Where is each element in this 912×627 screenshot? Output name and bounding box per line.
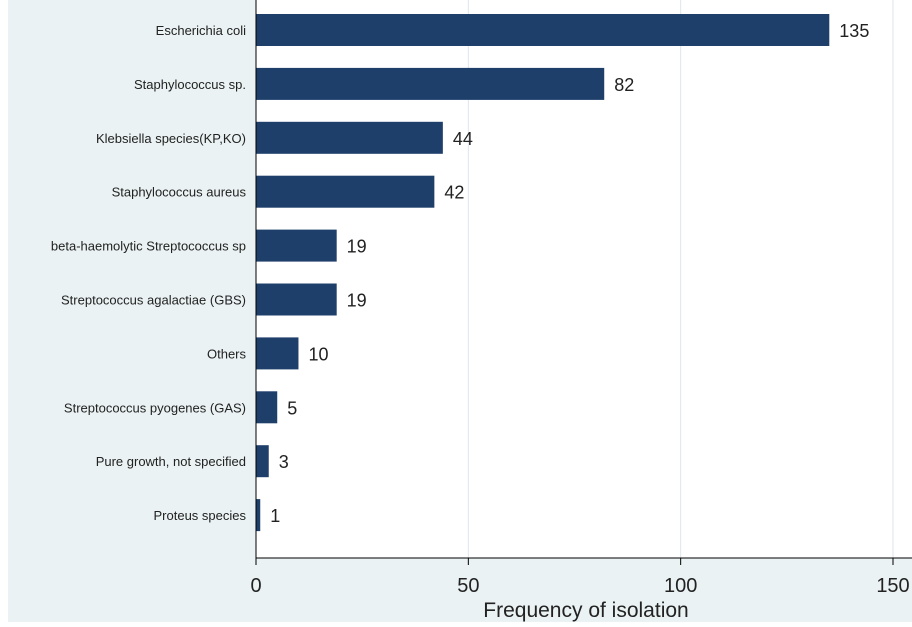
category-label: Escherichia coli [156, 23, 246, 38]
bar [256, 67, 605, 100]
x-axis-title: Frequency of isolation [483, 599, 688, 622]
category-label: Streptococcus agalactiae (GBS) [61, 293, 246, 308]
bar [256, 445, 269, 478]
bar [256, 391, 278, 424]
data-label: 10 [308, 344, 328, 364]
data-label: 135 [839, 21, 869, 41]
data-label: 19 [347, 237, 367, 257]
data-label: 44 [453, 129, 473, 149]
category-label: Klebsiella species(KP,KO) [96, 131, 246, 146]
x-tick-label: 100 [664, 575, 697, 597]
data-label: 1 [270, 506, 280, 526]
bars [256, 14, 830, 532]
bar [256, 337, 299, 370]
bar [256, 229, 337, 262]
category-label: Pure growth, not specified [96, 454, 246, 469]
value-labels: 135 82 44 42 19 19 10 5 3 1 [270, 21, 869, 526]
category-label: Staphylococcus aureus [112, 185, 247, 200]
bar [256, 121, 443, 154]
x-tick-label: 0 [250, 575, 261, 597]
data-label: 82 [614, 75, 634, 95]
x-tick-label: 50 [457, 575, 479, 597]
category-labels: Escherichia coli Staphylococcus sp. Klebsi… [51, 23, 247, 523]
data-label: 5 [287, 398, 297, 418]
category-label: Staphylococcus sp. [134, 77, 246, 92]
bar [256, 175, 435, 208]
category-label: Streptococcus pyogenes (GAS) [64, 400, 246, 415]
category-label: Others [207, 346, 247, 361]
bar [256, 283, 337, 316]
x-axis-ticks: 0 50 100 150 [250, 558, 910, 597]
bar [256, 14, 830, 46]
category-label: Proteus species [154, 508, 247, 523]
bar [256, 499, 261, 532]
category-label: beta-haemolytic Streptococcus sp [51, 239, 246, 254]
data-label: 19 [347, 291, 367, 311]
data-label: 42 [444, 183, 464, 203]
data-label: 3 [279, 452, 289, 472]
x-tick-label: 150 [876, 575, 909, 597]
